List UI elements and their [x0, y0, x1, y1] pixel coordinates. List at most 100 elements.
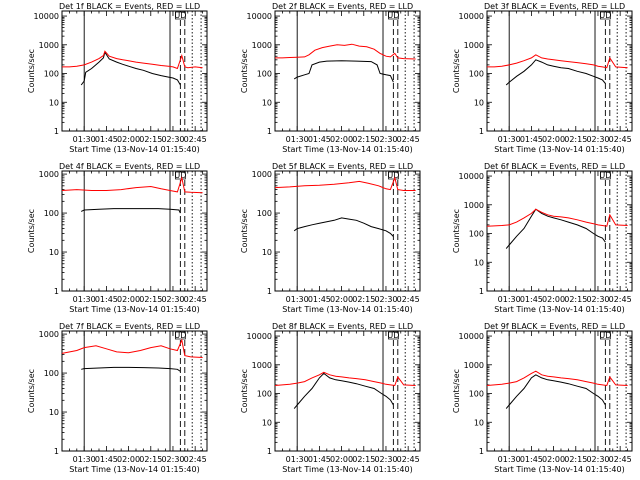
x-axis-label: Start Time (13-Nov-14 01:15:40) — [282, 145, 412, 154]
y-tick-label: 1 — [479, 447, 484, 456]
x-tick-label: 01:45 — [520, 455, 543, 464]
marker-box — [600, 331, 611, 340]
x-tick-label: 02:00 — [542, 455, 565, 464]
y-tick-label: 10 — [474, 418, 484, 427]
chart-title: Det 2f BLACK = Events, RED = LLD — [272, 2, 413, 11]
x-tick-label: 01:30 — [73, 455, 96, 464]
y-axis-label: Counts/sec — [240, 209, 249, 253]
x-tick-label: 02:45 — [609, 455, 632, 464]
chart-title: Det 6f BLACK = Events, RED = LLD — [484, 162, 625, 171]
marker-box-label: UD — [387, 171, 399, 180]
chart-panel-8: Det 8f BLACK = Events, RED = LLD 1 10 100 10… — [240, 322, 421, 474]
plot-frame — [61, 170, 208, 292]
chart-panel-6: Det 6f BLACK = Events, RED = LLD 1 10 100 10… — [452, 162, 633, 314]
y-tick-label: 100 — [257, 70, 272, 79]
events-series-line — [505, 59, 606, 86]
lld-series-line — [487, 54, 628, 69]
plot-frame — [274, 170, 421, 292]
marker-box — [388, 11, 399, 20]
x-tick-label: 01:45 — [95, 455, 118, 464]
events-series-line — [80, 208, 181, 214]
y-tick-label: 10000 — [34, 12, 59, 21]
x-tick-label: 02:15 — [564, 455, 587, 464]
x-tick-label: 01:30 — [286, 295, 309, 304]
y-tick-label: 10000 — [247, 12, 272, 21]
x-tick-label: 02:45 — [609, 295, 632, 304]
x-axis-label: Start Time (13-Nov-14 01:15:40) — [494, 145, 624, 154]
chart-panel-4: Det 4f BLACK = Events, RED = LLD 1 10 100 10… — [27, 162, 208, 314]
x-tick-label: 01:30 — [498, 135, 521, 144]
x-tick-label: 02:45 — [184, 455, 207, 464]
marker-box — [175, 11, 186, 20]
chart-panel-9: Det 9f BLACK = Events, RED = LLD 1 10 100 10… — [452, 322, 633, 474]
y-tick-label: 100 — [469, 230, 484, 239]
y-tick-label: 100 — [44, 369, 59, 378]
y-tick-label: 1000 — [464, 41, 484, 50]
x-tick-label: 01:45 — [520, 295, 543, 304]
chart-title: Det 1f BLACK = Events, RED = LLD — [59, 2, 200, 11]
x-tick-label: 02:15 — [564, 295, 587, 304]
chart-panel-3: Det 3f BLACK = Events, RED = LLD 1 10 100 10… — [452, 2, 633, 154]
marker-box-label: UD — [387, 331, 399, 340]
x-tick-label: 01:30 — [73, 295, 96, 304]
events-series-line — [505, 374, 606, 409]
x-tick-label: 02:15 — [352, 135, 375, 144]
lld-series-line — [486, 370, 628, 387]
x-tick-label: 02:00 — [117, 455, 140, 464]
y-tick-label: 10 — [262, 248, 272, 257]
x-tick-label: 02:00 — [330, 295, 353, 304]
x-tick-label: 02:00 — [542, 295, 565, 304]
y-tick-label: 1000 — [252, 41, 272, 50]
plot-frame — [486, 10, 633, 132]
plot-frame — [274, 10, 421, 132]
lld-series-line — [274, 371, 416, 387]
y-tick-label: 100 — [257, 390, 272, 399]
y-tick-label: 100 — [44, 70, 59, 79]
x-tick-label: 02:45 — [184, 135, 207, 144]
marker-box — [388, 171, 399, 180]
x-tick-label: 02:45 — [397, 295, 420, 304]
events-series-line — [80, 51, 181, 86]
y-axis-label: Counts/sec — [452, 369, 461, 413]
marker-box-label: UD — [599, 11, 611, 20]
chart-panel-7: Det 7f BLACK = Events, RED = LLD 1 10 100 10… — [27, 322, 208, 474]
x-axis-label: Start Time (13-Nov-14 01:15:40) — [69, 305, 199, 314]
y-tick-label: 1 — [267, 127, 272, 136]
x-axis-label: Start Time (13-Nov-14 01:15:40) — [282, 305, 412, 314]
y-axis-label: Counts/sec — [27, 209, 36, 253]
x-tick-label: 01:30 — [498, 455, 521, 464]
x-tick-label: 01:45 — [308, 135, 331, 144]
x-tick-label: 01:45 — [520, 135, 543, 144]
marker-box-label: UD — [174, 11, 186, 20]
y-tick-label: 100 — [44, 209, 59, 218]
chart-title: Det 9f BLACK = Events, RED = LLD — [484, 322, 625, 331]
y-tick-label: 10000 — [247, 332, 272, 341]
events-series-line — [293, 372, 394, 409]
y-tick-label: 1 — [479, 127, 484, 136]
y-tick-label: 10 — [474, 98, 484, 107]
x-tick-label: 02:30 — [374, 455, 397, 464]
marker-box — [388, 331, 399, 340]
chart-panel-2: Det 2f BLACK = Events, RED = LLD 1 10 100 10… — [240, 2, 421, 154]
y-tick-label: 1 — [54, 447, 59, 456]
x-tick-label: 02:30 — [161, 455, 184, 464]
x-tick-label: 01:45 — [95, 295, 118, 304]
y-tick-label: 10 — [49, 248, 59, 257]
events-series-line — [81, 366, 181, 372]
y-tick-label: 10 — [49, 98, 59, 107]
x-tick-label: 02:15 — [352, 295, 375, 304]
x-tick-label: 02:30 — [586, 455, 609, 464]
y-tick-label: 1000 — [39, 330, 59, 339]
x-tick-label: 02:00 — [330, 135, 353, 144]
x-tick-label: 01:30 — [498, 295, 521, 304]
x-tick-label: 02:30 — [586, 135, 609, 144]
plot-frame — [61, 10, 208, 132]
y-tick-label: 100 — [469, 70, 484, 79]
y-tick-label: 1 — [54, 287, 59, 296]
x-axis-label: Start Time (13-Nov-14 01:15:40) — [69, 145, 199, 154]
marker-box — [600, 11, 611, 20]
lld-series-line — [275, 43, 416, 60]
x-tick-label: 01:45 — [95, 135, 118, 144]
chart-panel-1: Det 1f BLACK = Events, RED = LLD 1 10 100 10… — [27, 2, 208, 154]
